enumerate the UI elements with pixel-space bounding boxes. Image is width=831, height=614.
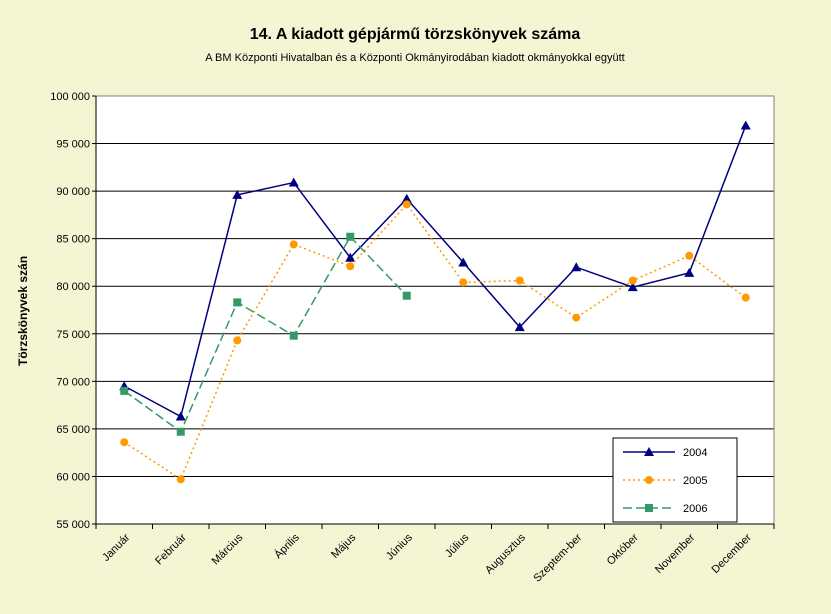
legend-label-2005: 2005 [683, 475, 707, 487]
x-tick-label: Március [210, 531, 246, 567]
y-tick-label: 65 000 [56, 424, 90, 436]
series-layer [119, 120, 751, 484]
data-point-2005 [120, 438, 129, 447]
data-point-2005 [289, 240, 298, 249]
data-point-2006 [289, 331, 298, 340]
y-tick-label: 95 000 [56, 139, 90, 151]
series-line-2006 [123, 235, 408, 433]
data-point-2004 [288, 177, 299, 187]
y-tick-label: 60 000 [56, 471, 90, 483]
series-2006 [120, 232, 411, 436]
chart-title: 14. A kiadott gépjármű törzskönyvek szám… [250, 26, 581, 43]
data-point-2005 [346, 262, 355, 271]
x-tick-label: Május [329, 531, 359, 561]
y-tick-label: 100 000 [50, 91, 90, 103]
y-tick-label: 75 000 [56, 329, 90, 341]
data-point-2004 [684, 267, 695, 277]
data-point-2005 [402, 200, 411, 209]
data-point-2005 [459, 278, 468, 287]
data-point-2004 [458, 257, 469, 267]
legend: 2004 2005 2006 [612, 437, 738, 523]
legend-marker-2004 [644, 447, 654, 456]
data-point-2004 [232, 189, 243, 199]
y-axis-label: Törzskönyvek szán [16, 256, 30, 366]
data-point-2006 [120, 386, 129, 395]
legend-label-2006: 2006 [683, 503, 707, 515]
data-point-2005 [233, 336, 242, 345]
data-point-2004 [514, 322, 525, 332]
data-point-2005 [515, 276, 524, 285]
x-tick-label: Július [443, 531, 472, 560]
legend-marker-2005 [645, 476, 653, 484]
x-tick-label: Augusztus [483, 531, 528, 576]
x-tick-label: Szeptem-ber [531, 531, 584, 584]
x-tick-label: December [710, 531, 755, 576]
y-tick-label: 90 000 [56, 186, 90, 198]
y-tick-label: 70 000 [56, 376, 90, 388]
x-tick-label: November [653, 531, 698, 576]
x-tick-label: Január [100, 531, 133, 564]
series-2005 [120, 200, 750, 484]
legend-label-2004: 2004 [683, 447, 707, 459]
data-point-2006 [402, 291, 411, 300]
legend-marker-2006 [645, 504, 653, 512]
x-tick-label: Február [153, 531, 189, 567]
data-point-2006 [233, 298, 242, 307]
y-tick-label: 55 000 [56, 519, 90, 531]
data-point-2004 [345, 252, 356, 262]
series-2004 [119, 120, 751, 421]
data-point-2005 [628, 276, 637, 285]
legend-item-2006: 2006 [623, 503, 707, 515]
data-point-2004 [740, 120, 751, 130]
series-line-2004 [123, 125, 747, 418]
data-point-2004 [627, 282, 638, 292]
data-point-2005 [741, 293, 750, 302]
legend-item-2005: 2005 [623, 475, 707, 487]
legend-item-2004: 2004 [623, 447, 707, 459]
data-point-2004 [571, 262, 582, 272]
chart-subtitle: A BM Központi Hivatalban és a Központi O… [205, 52, 624, 64]
data-point-2005 [572, 313, 581, 322]
data-point-2005 [685, 251, 694, 260]
x-tick-label: Október [605, 531, 641, 567]
data-point-2004 [175, 411, 186, 421]
data-point-2006 [346, 232, 355, 241]
data-point-2006 [176, 427, 185, 436]
data-point-2005 [176, 475, 185, 484]
x-tick-label: Április [271, 531, 302, 562]
x-tick-label: Június [384, 531, 415, 562]
series-line-2005 [123, 203, 747, 481]
data-point-2004 [401, 193, 412, 203]
y-tick-label: 85 000 [56, 234, 90, 246]
y-tick-label: 80 000 [56, 281, 90, 293]
